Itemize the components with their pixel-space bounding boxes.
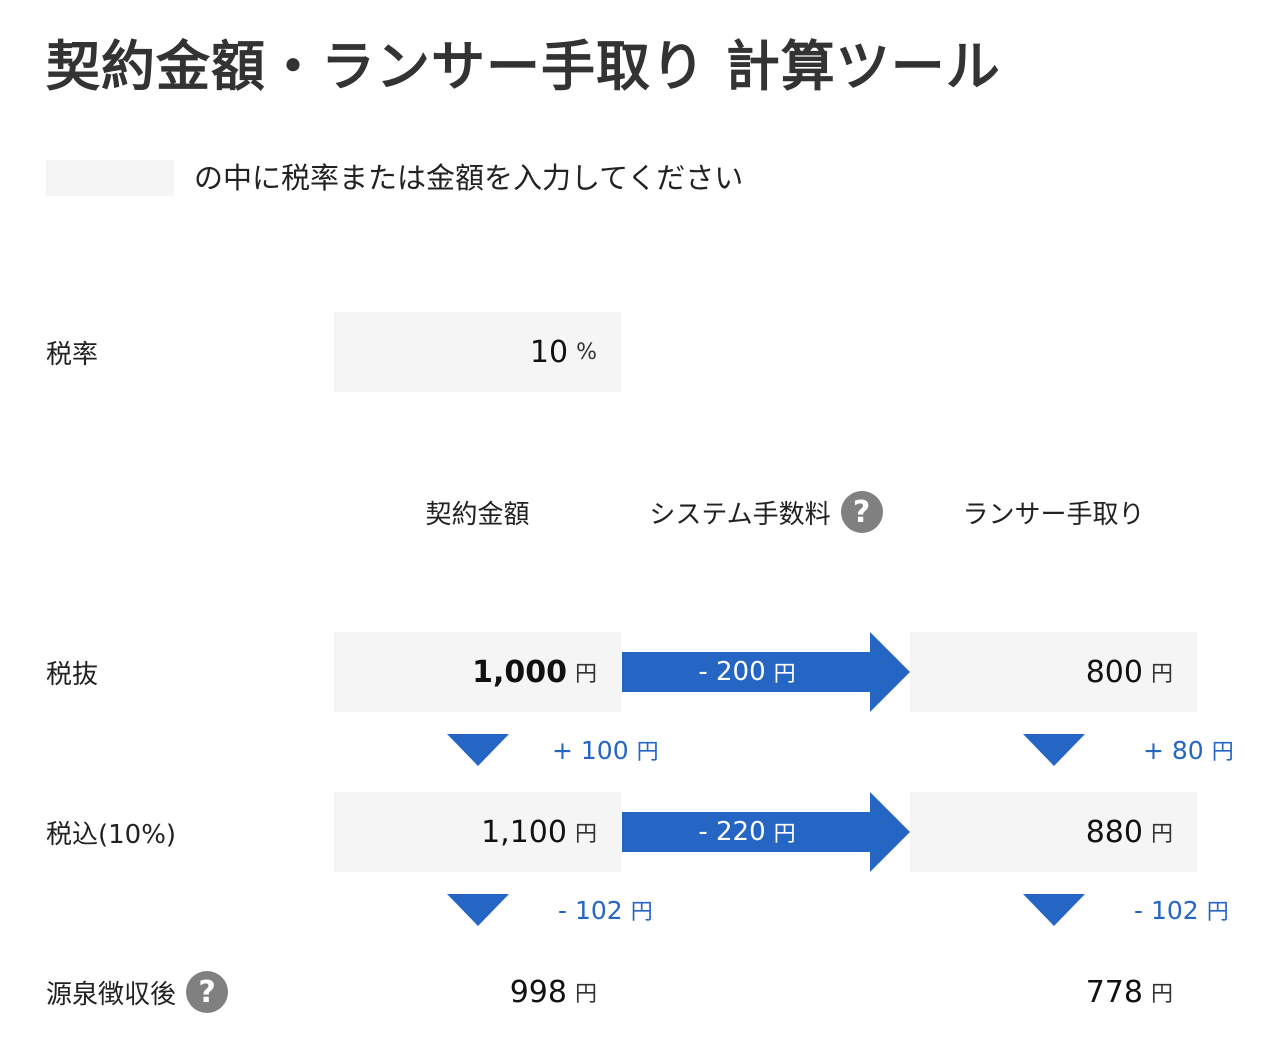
tax-rate-label: 税率: [46, 339, 99, 370]
right-arrow-icon: [622, 632, 910, 712]
withholding-help-icon[interactable]: ?: [186, 971, 229, 1013]
column-header-lancer-label: ランサー手取り: [962, 499, 1145, 530]
contract-withholding-diff: - 102 円: [558, 890, 653, 930]
lancer-excl-input[interactable]: 800 円: [910, 632, 1197, 712]
column-header-fee-label: システム手数料: [649, 499, 831, 530]
column-header-contract-label: 契約金額: [425, 499, 530, 530]
yen-unit: 円: [773, 822, 796, 847]
yen-unit: 円: [574, 662, 597, 687]
yen-unit: 円: [574, 982, 597, 1007]
lancer-incl-value: 880: [1085, 814, 1143, 850]
contract-incl-value: 1,100: [481, 814, 567, 850]
lancer-incl-input[interactable]: 880 円: [910, 792, 1197, 872]
contract-excl-input[interactable]: 1,000 円: [334, 632, 621, 712]
yen-unit: 円: [1150, 982, 1173, 1007]
down-arrow-icon: [1023, 894, 1085, 926]
contract-incl-input[interactable]: 1,100 円: [334, 792, 621, 872]
instruction-text: の中に税率または金額を入力してください: [194, 161, 744, 195]
fee-excl-value: - 200: [698, 657, 766, 687]
yen-unit: 円: [773, 662, 796, 687]
yen-unit: 円: [1206, 900, 1229, 925]
down-arrow-icon: [447, 734, 509, 766]
lancer-tax-diff: + 80 円: [1143, 730, 1234, 770]
down-arrow-icon: [1023, 734, 1085, 766]
contract-withholding-output: 998 円: [334, 952, 621, 1032]
fee-excl-arrow: - 200 円: [622, 632, 910, 712]
contract-withholding-value: 998: [509, 974, 567, 1010]
contract-withholding-diff-value: - 102: [558, 895, 623, 925]
percent-unit: %: [576, 339, 597, 365]
lancer-withholding-value: 778: [1085, 974, 1143, 1010]
lancer-withholding-diff: - 102 円: [1134, 890, 1229, 930]
fee-help-icon[interactable]: ?: [840, 491, 883, 533]
tax-rate-value: 10: [529, 334, 569, 370]
fee-incl-value: - 220: [698, 817, 766, 847]
row-label-withholding-text: 源泉徴収後: [46, 979, 177, 1010]
yen-unit: 円: [1150, 662, 1173, 687]
row-label-incl: 税込(10%): [46, 819, 177, 850]
fee-incl-text: - 220 円: [622, 792, 872, 872]
lancer-excl-value: 800: [1085, 654, 1143, 690]
column-header-lancer: ランサー手取り: [910, 482, 1197, 542]
column-header-contract: 契約金額: [334, 482, 621, 542]
tax-rate-input[interactable]: 10 %: [334, 312, 621, 392]
yen-unit: 円: [574, 822, 597, 847]
row-label-withholding: 源泉徴収後 ?: [46, 970, 229, 1014]
contract-tax-diff: + 100 円: [552, 730, 659, 770]
yen-unit: 円: [630, 900, 653, 925]
right-arrow-icon: [622, 792, 910, 872]
column-header-fee: システム手数料 ?: [622, 482, 910, 542]
lancer-withholding-diff-value: - 102: [1134, 895, 1199, 925]
fee-excl-text: - 200 円: [622, 632, 872, 712]
contract-excl-value: 1,000: [472, 654, 567, 690]
yen-unit: 円: [1150, 822, 1173, 847]
page-title: 契約金額・ランサー手取り 計算ツール: [46, 35, 1001, 98]
yen-unit: 円: [1211, 740, 1234, 765]
input-legend-swatch: [46, 160, 174, 196]
row-label-excl: 税抜: [46, 659, 99, 690]
lancer-withholding-output: 778 円: [910, 952, 1197, 1032]
yen-unit: 円: [636, 740, 659, 765]
contract-tax-diff-value: + 100: [552, 735, 629, 765]
down-arrow-icon: [447, 894, 509, 926]
fee-incl-arrow: - 220 円: [622, 792, 910, 872]
lancer-tax-diff-value: + 80: [1143, 735, 1204, 765]
